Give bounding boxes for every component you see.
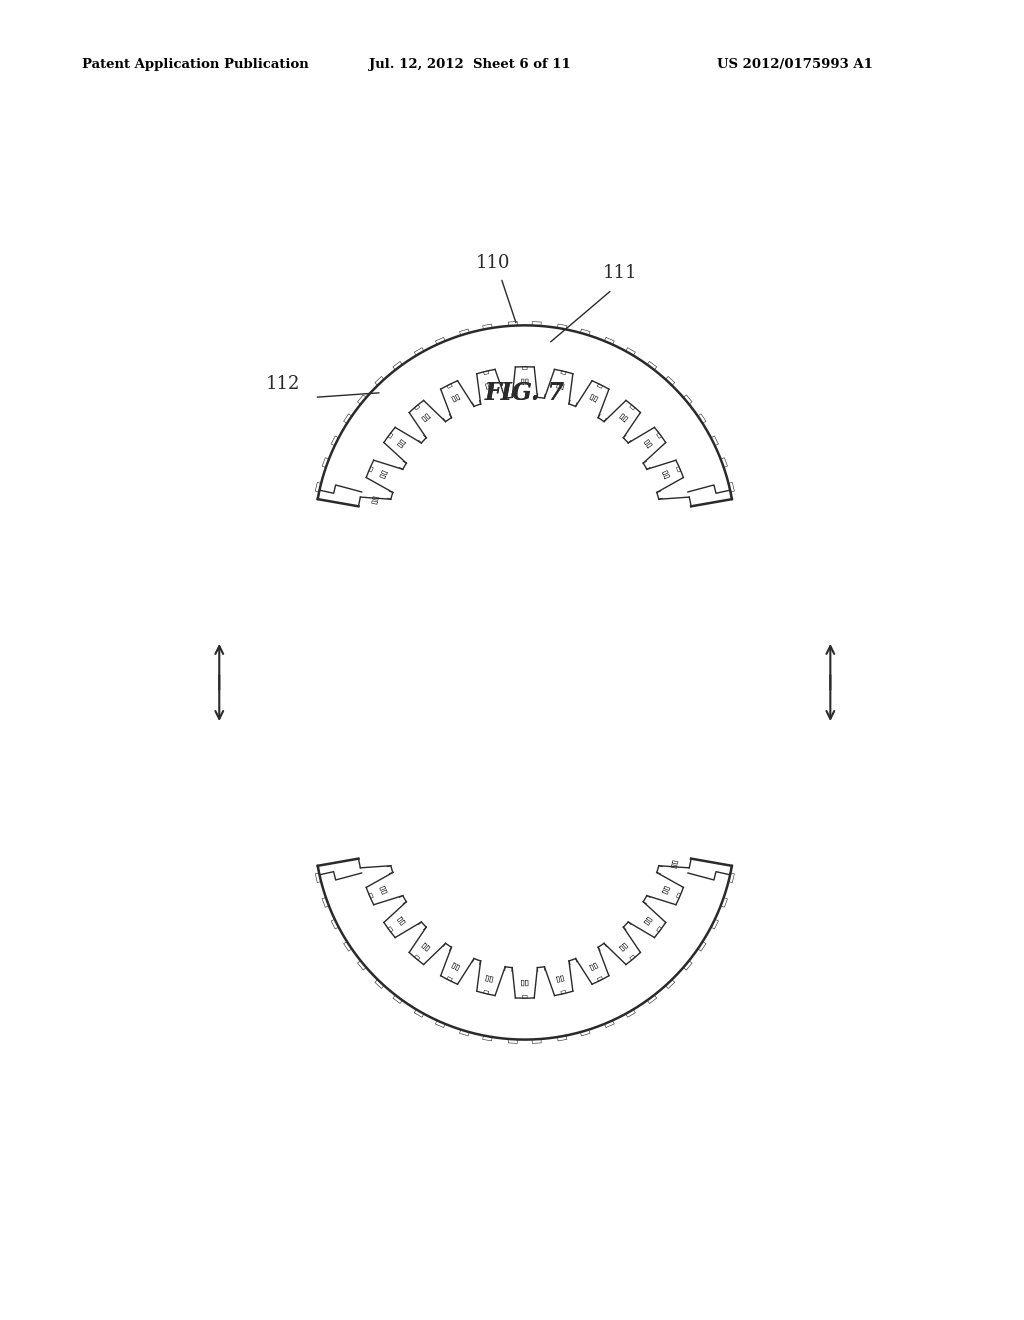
Text: 112: 112 xyxy=(265,375,300,393)
Text: FIG. 7: FIG. 7 xyxy=(484,380,565,405)
Text: 111: 111 xyxy=(603,264,637,281)
Text: FIG. 7: FIG. 7 xyxy=(484,380,565,405)
Text: Patent Application Publication: Patent Application Publication xyxy=(82,58,308,71)
Text: 110: 110 xyxy=(476,255,510,272)
Text: US 2012/0175993 A1: US 2012/0175993 A1 xyxy=(717,58,872,71)
Text: Jul. 12, 2012  Sheet 6 of 11: Jul. 12, 2012 Sheet 6 of 11 xyxy=(369,58,570,71)
